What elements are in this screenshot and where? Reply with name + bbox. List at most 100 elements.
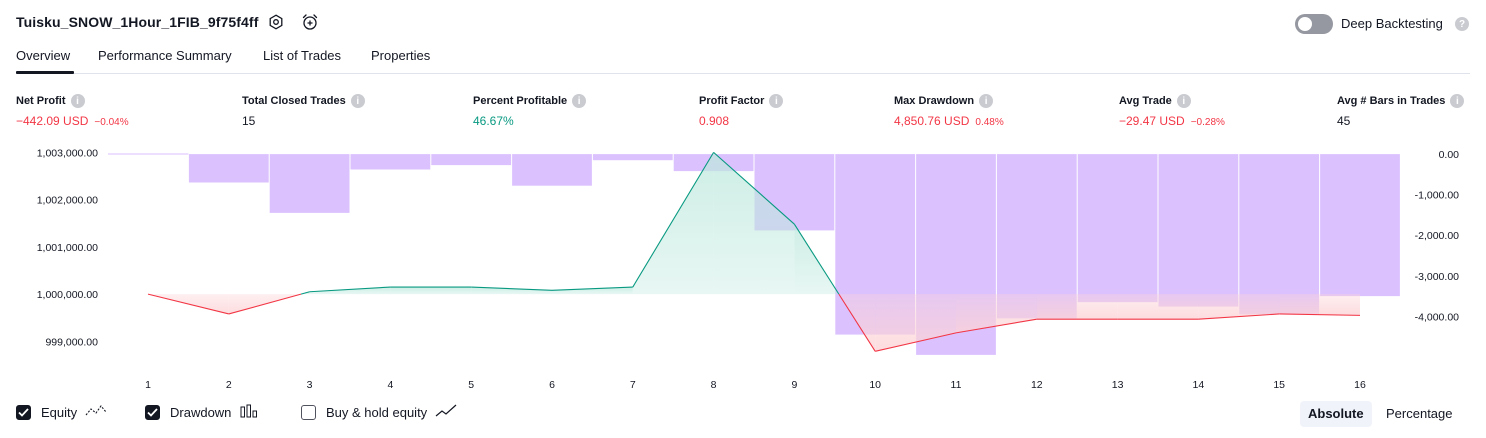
drawdown-bar <box>1158 154 1239 307</box>
x-axis-tick-label: 10 <box>869 379 881 391</box>
info-icon[interactable]: i <box>979 94 994 108</box>
equity-loss-area <box>1036 294 1118 320</box>
x-axis-tick-label: 1 <box>145 379 151 391</box>
equity-loss-area <box>1117 294 1199 320</box>
info-icon[interactable]: i <box>1450 94 1465 108</box>
percentage-scale-button[interactable]: Percentage <box>1386 406 1453 421</box>
drawdown-bar <box>1077 154 1158 303</box>
equity-line-icon <box>85 404 107 421</box>
right-axis-tick-label: -4,000.00 <box>1415 311 1460 323</box>
stat-value: 46.67% <box>473 114 514 128</box>
legend-equity[interactable]: Equity <box>16 404 107 421</box>
drawdown-bars-icon <box>239 404 261 421</box>
equity-line-segment <box>955 318 1037 334</box>
active-tab-indicator <box>16 71 74 74</box>
drawdown-bar <box>592 154 673 161</box>
drawdown-bar <box>996 154 1077 319</box>
equity-line-segment <box>793 223 840 295</box>
drawdown-checkbox[interactable] <box>145 405 160 420</box>
equity-loss-area <box>1279 294 1360 316</box>
equity-profit-area <box>552 287 633 295</box>
stat-avg-bars-in-trades: Avg # Bars in Trades i 45 <box>1337 94 1465 128</box>
equity-loss-area <box>148 294 229 314</box>
stat-max-drawdown: Max Drawdown i 4,850.76 USD 0.48% <box>894 94 1004 128</box>
equity-profit-area <box>713 152 795 295</box>
x-axis-tick-label: 16 <box>1354 379 1366 391</box>
stat-label: Max Drawdown <box>894 95 975 107</box>
right-axis-tick-label: -2,000.00 <box>1415 230 1460 242</box>
buy-hold-checkbox[interactable] <box>301 405 316 420</box>
legend-label: Buy & hold equity <box>326 405 428 420</box>
x-axis-tick-label: 3 <box>307 379 313 391</box>
equity-line-segment <box>309 286 391 293</box>
equity-profit-area <box>471 287 552 295</box>
stat-label: Profit Factor <box>699 95 765 107</box>
equity-checkbox[interactable] <box>16 405 31 420</box>
legend-label: Equity <box>41 405 78 420</box>
x-axis-tick-label: 9 <box>791 379 797 391</box>
info-icon[interactable]: i <box>572 94 587 108</box>
x-axis-tick-label: 15 <box>1273 379 1285 391</box>
info-icon[interactable]: i <box>769 94 784 108</box>
buy-hold-line-icon <box>435 404 457 421</box>
drawdown-bar <box>431 154 512 166</box>
equity-drawdown-chart[interactable]: 1,003,000.00 1,002,000.00 1,001,000.00 1,00… <box>0 140 1486 395</box>
equity-line-segment <box>471 286 553 291</box>
drawdown-bar <box>269 154 350 213</box>
right-axis-tick-label: 0.00 <box>1439 149 1460 161</box>
right-axis-tick-label: -1,000.00 <box>1415 190 1460 202</box>
deep-backtesting-toggle[interactable] <box>1295 14 1333 34</box>
equity-loss-area <box>956 294 1037 333</box>
drawdown-bar <box>350 154 431 170</box>
info-icon[interactable]: i <box>1176 94 1191 108</box>
stat-label: Percent Profitable <box>473 95 568 107</box>
stat-label: Avg Trade <box>1119 95 1172 107</box>
tab-list-of-trades[interactable]: List of Trades <box>263 48 342 63</box>
info-icon[interactable]: i <box>70 94 85 108</box>
equity-profit-area <box>309 287 391 295</box>
equity-line-segment <box>1279 313 1361 316</box>
right-axis-tick-label: -3,000.00 <box>1415 271 1460 283</box>
stat-value: 15 <box>242 114 256 128</box>
legend-label: Drawdown <box>170 405 232 420</box>
legend-buy-hold-equity[interactable]: Buy & hold equity <box>301 404 457 421</box>
tabs-divider <box>16 73 1470 74</box>
equity-line-segment <box>300 291 310 295</box>
left-axis-tick-label: 1,002,000.00 <box>37 195 98 207</box>
stat-value: −29.47 USD <box>1119 114 1185 128</box>
equity-line-segment <box>1198 313 1280 320</box>
stat-value: 45 <box>1337 114 1351 128</box>
x-axis-tick-label: 14 <box>1193 379 1205 391</box>
drawdown-bar <box>1320 154 1400 297</box>
left-axis-tick-label: 1,001,000.00 <box>37 242 98 254</box>
stat-label: Total Closed Trades <box>242 95 346 107</box>
help-icon[interactable]: ? <box>1455 17 1469 31</box>
tab-properties[interactable]: Properties <box>371 48 431 63</box>
stat-value: 4,850.76 USD <box>894 114 970 128</box>
left-axis-tick-label: 999,000.00 <box>45 336 98 348</box>
left-axis-tick-label: 1,000,000.00 <box>37 289 98 301</box>
equity-line-segment <box>838 293 876 352</box>
drawdown-bar <box>512 154 592 186</box>
strategy-title: Tuisku_SNOW_1Hour_1FIB_9f75f4ff <box>16 14 259 30</box>
stat-value: 0.908 <box>699 114 730 128</box>
stat-label: Avg # Bars in Trades <box>1337 95 1446 107</box>
equity-line-segment <box>632 152 715 288</box>
add-alarm-icon[interactable] <box>299 11 321 33</box>
equity-line-segment <box>875 332 957 352</box>
info-icon[interactable]: i <box>350 94 365 108</box>
absolute-scale-button[interactable]: Absolute <box>1300 401 1372 427</box>
legend-drawdown[interactable]: Drawdown <box>145 404 261 421</box>
tab-overview[interactable]: Overview <box>16 48 71 63</box>
drawdown-bar <box>188 154 269 183</box>
stat-total-closed-trades: Total Closed Trades i 15 <box>242 94 365 128</box>
equity-line-segment <box>551 286 633 291</box>
x-axis-tick-label: 2 <box>226 379 232 391</box>
equity-line-segment <box>713 151 795 225</box>
x-axis-tick-label: 13 <box>1112 379 1124 391</box>
x-axis-tick-label: 8 <box>711 379 717 391</box>
x-axis-tick-label: 11 <box>951 379 962 391</box>
tab-performance-summary[interactable]: Performance Summary <box>98 48 232 63</box>
settings-gear-icon[interactable] <box>265 11 287 33</box>
stat-label: Net Profit <box>16 95 66 107</box>
